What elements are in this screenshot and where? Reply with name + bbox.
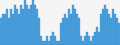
Bar bbox=[12, 14, 14, 45]
Bar bbox=[116, 18, 118, 45]
Bar bbox=[90, 40, 92, 45]
Bar bbox=[56, 40, 58, 45]
Bar bbox=[10, 9, 12, 45]
Bar bbox=[40, 36, 42, 45]
Bar bbox=[70, 14, 72, 45]
Bar bbox=[48, 40, 50, 45]
Bar bbox=[66, 18, 68, 45]
Bar bbox=[54, 36, 56, 45]
Bar bbox=[100, 14, 102, 45]
Bar bbox=[32, 0, 34, 45]
Bar bbox=[60, 22, 62, 45]
Bar bbox=[36, 9, 38, 45]
Bar bbox=[110, 18, 112, 45]
Bar bbox=[82, 40, 84, 45]
Bar bbox=[30, 4, 32, 45]
Bar bbox=[104, 4, 106, 45]
Bar bbox=[34, 4, 36, 45]
Bar bbox=[92, 36, 94, 45]
Bar bbox=[14, 4, 16, 45]
Bar bbox=[72, 4, 74, 45]
Bar bbox=[74, 9, 76, 45]
Bar bbox=[94, 31, 96, 45]
Bar bbox=[20, 4, 22, 45]
Bar bbox=[18, 14, 20, 45]
Bar bbox=[16, 9, 18, 45]
Bar bbox=[2, 14, 4, 45]
Bar bbox=[8, 18, 10, 45]
Bar bbox=[86, 31, 88, 45]
Bar bbox=[22, 9, 24, 45]
Bar bbox=[26, 4, 28, 45]
Bar bbox=[46, 36, 48, 45]
Bar bbox=[44, 40, 46, 45]
Bar bbox=[118, 22, 120, 45]
Bar bbox=[114, 14, 116, 45]
Bar bbox=[62, 18, 64, 45]
Bar bbox=[106, 9, 108, 45]
Bar bbox=[112, 9, 114, 45]
Bar bbox=[42, 40, 44, 45]
Bar bbox=[84, 36, 86, 45]
Bar bbox=[4, 14, 6, 45]
Bar bbox=[28, 9, 30, 45]
Bar bbox=[24, 0, 26, 45]
Bar bbox=[98, 31, 100, 45]
Bar bbox=[108, 14, 110, 45]
Bar bbox=[78, 18, 80, 45]
Bar bbox=[88, 36, 90, 45]
Bar bbox=[80, 36, 82, 45]
Bar bbox=[102, 9, 104, 45]
Bar bbox=[96, 27, 98, 45]
Bar bbox=[0, 18, 2, 45]
Bar bbox=[52, 31, 54, 45]
Bar bbox=[64, 14, 66, 45]
Bar bbox=[38, 18, 40, 45]
Bar bbox=[50, 36, 52, 45]
Bar bbox=[58, 40, 60, 45]
Bar bbox=[68, 9, 70, 45]
Bar bbox=[6, 9, 8, 45]
Bar bbox=[76, 14, 78, 45]
